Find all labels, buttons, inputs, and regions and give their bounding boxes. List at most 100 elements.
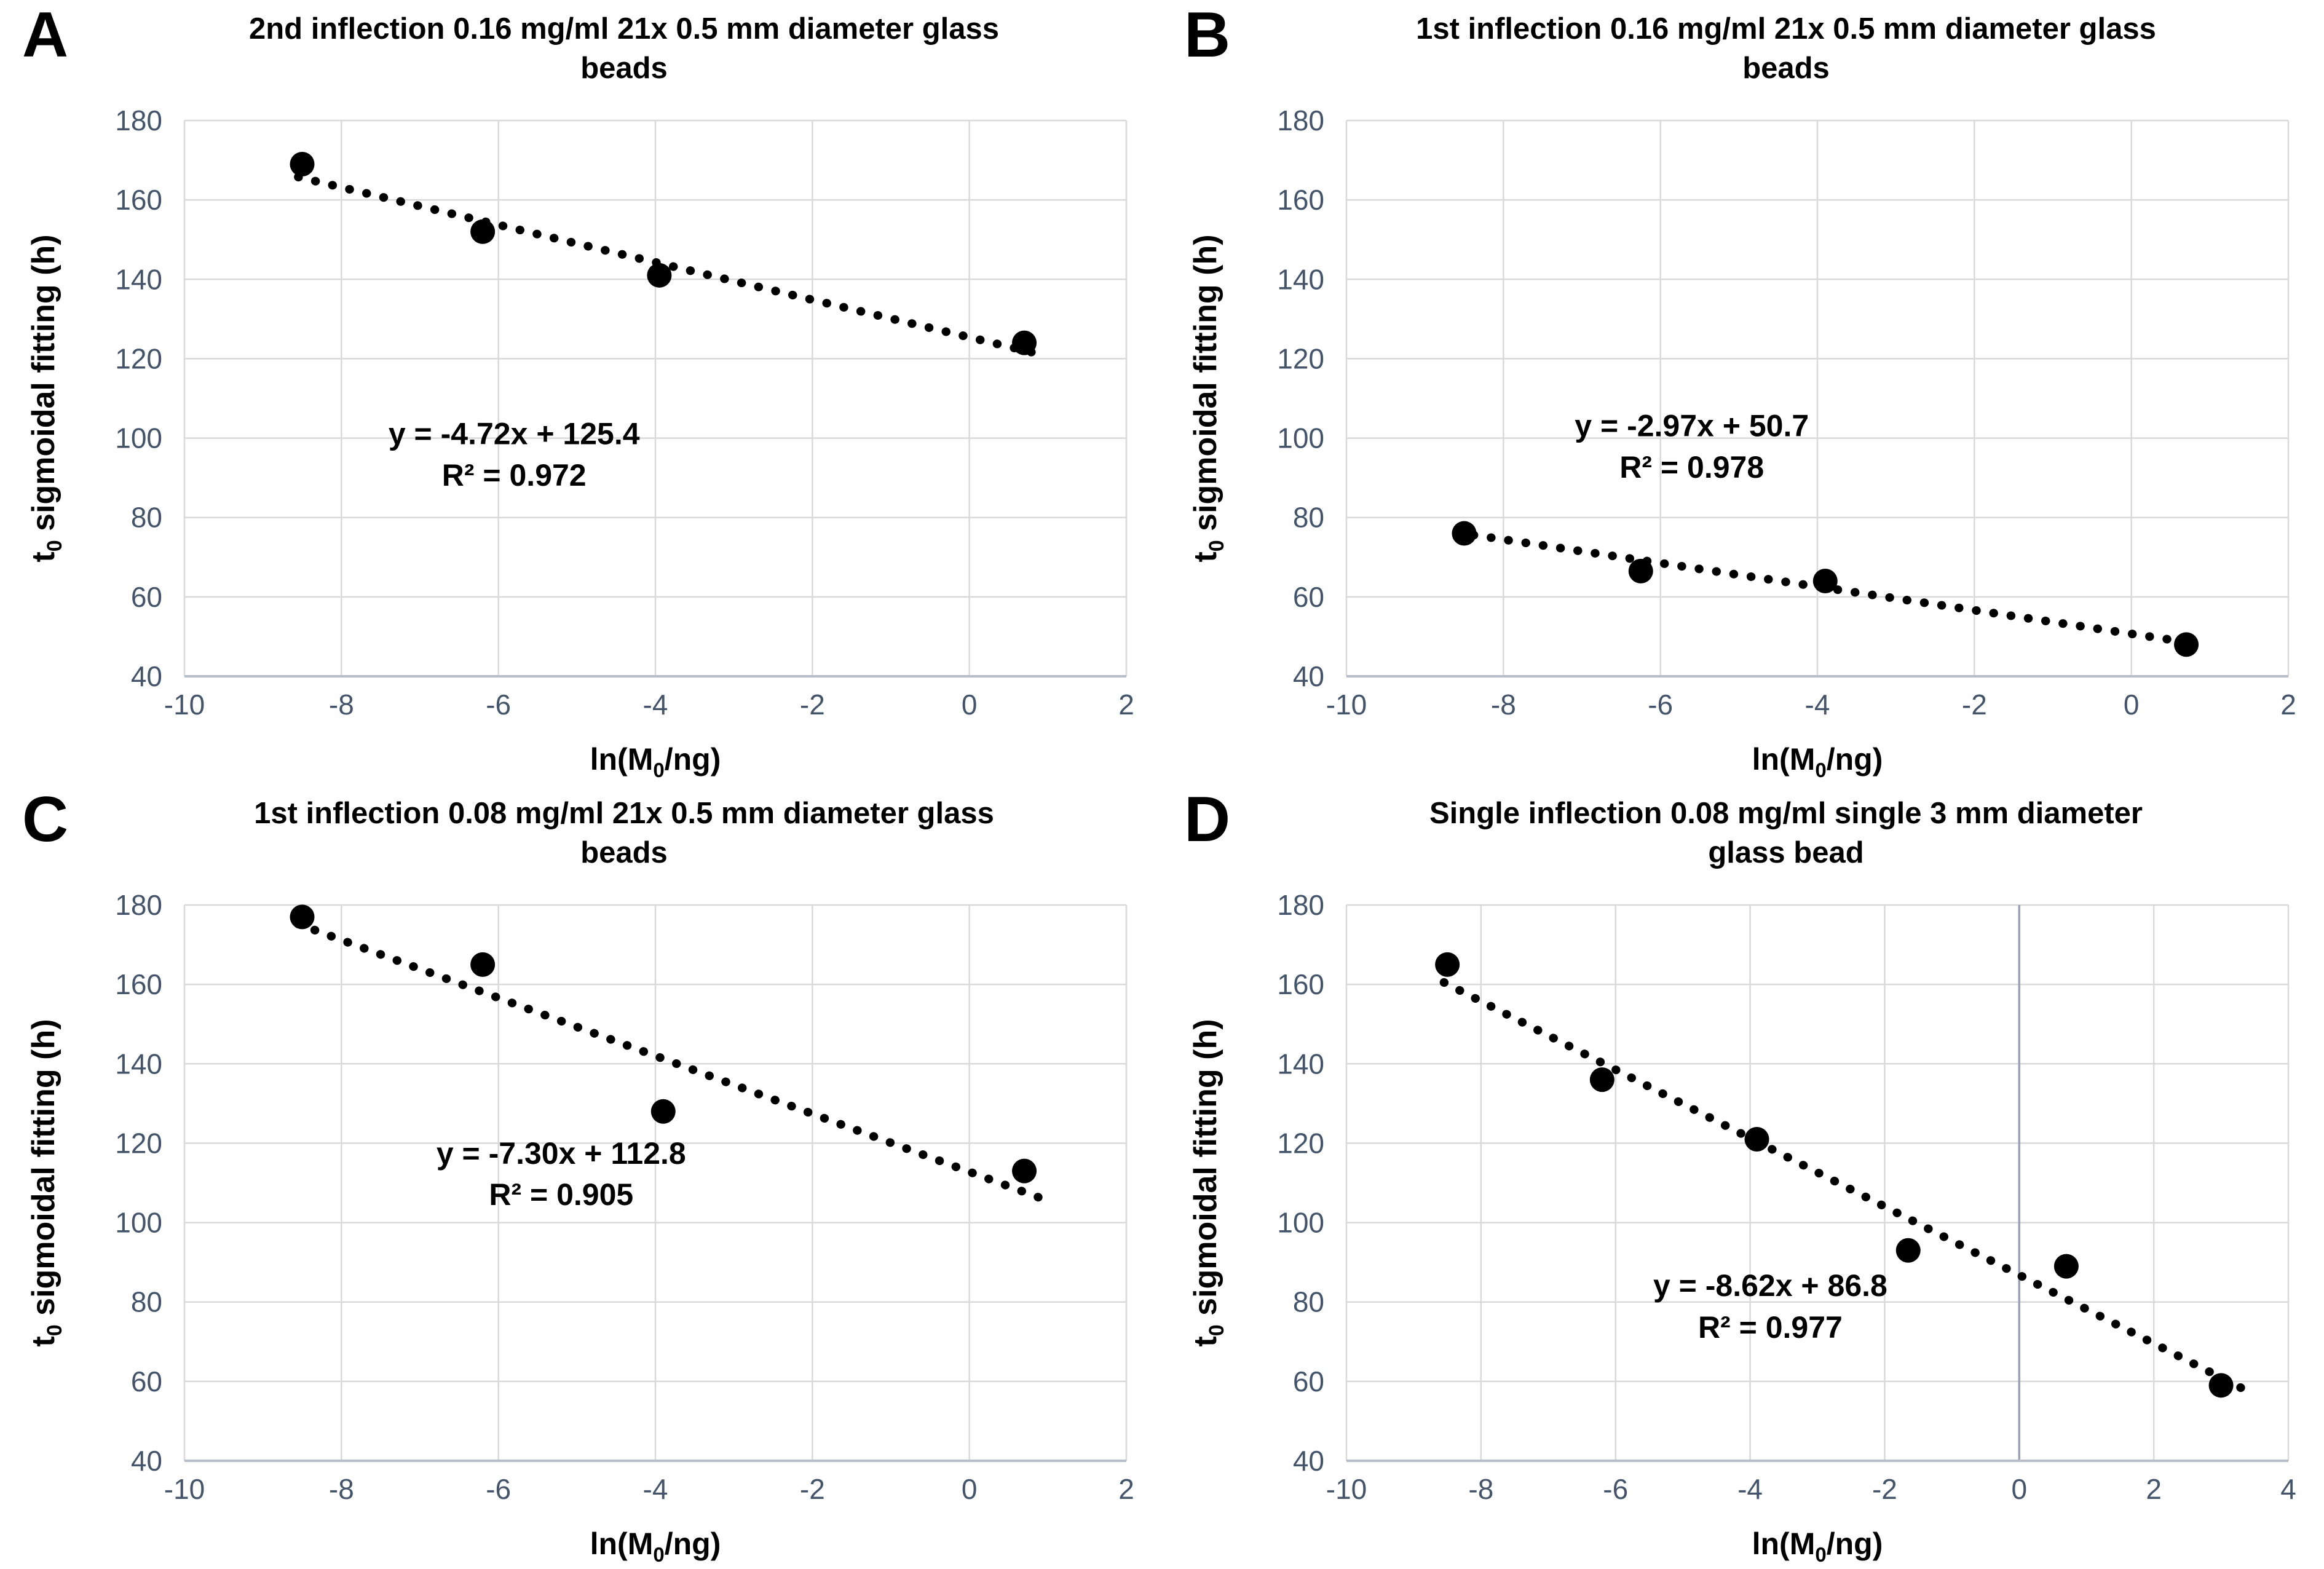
y-tick-label: 120 [1277,1127,1324,1159]
y-tick-label: 80 [1293,502,1324,534]
y-tick-label: 140 [1277,263,1324,295]
chart-title-line: 2nd inflection 0.16 mg/ml 21x 0.5 mm dia… [248,12,1000,45]
x-axis-title: ln(M0/ng) [590,742,721,781]
x-tick-label: -10 [1326,689,1367,721]
y-tick-label: 40 [1293,660,1324,692]
data-point [1452,521,1477,546]
x-tick-label: -8 [329,1473,354,1505]
panel-label-d: D [1184,784,1231,855]
x-tick-label: 0 [2011,1473,2027,1505]
chart-title-a: 2nd inflection 0.16 mg/ml 21x 0.5 mm dia… [105,10,1144,88]
y-tick-label: 60 [1293,581,1324,613]
scatter-chart-c: 40 60 80 100 120 140 160 180 -10 -8 -6 -4 -2 0 2 y = -7… [26,889,1134,1566]
x-tick-label: 2 [2146,1473,2162,1505]
panel-c: C 1st inflection 0.08 mg/ml 21x 0.5 mm d… [0,784,1162,1569]
scatter-chart-a: 40 60 80 100 120 140 160 180 -10 -8 -6 -4 -2 0 2 y = -4… [26,105,1134,781]
x-tick-label: -10 [164,1473,205,1505]
panel-a: A 2nd inflection 0.16 mg/ml 21x 0.5 mm d… [0,0,1162,784]
y-tick-label: 140 [1277,1048,1324,1080]
x-tick-label: -4 [643,689,668,721]
data-point [290,904,315,930]
y-tick-label: 80 [1293,1286,1324,1318]
trendline [294,172,1041,358]
data-point [1012,330,1037,355]
x-axis-title: ln(M0/ng) [1752,742,1883,781]
data-point [1012,1158,1037,1184]
y-tick-label: 40 [131,1445,162,1477]
y-tick-label: 180 [115,105,162,136]
data-point [2208,1373,2234,1398]
trendline [1439,978,2246,1393]
chart-title-line: beads [1742,51,1830,85]
x-axis-title: ln(M0/ng) [590,1527,721,1566]
data-point [1628,558,1653,583]
x-tick-label: -2 [800,1473,825,1505]
x-tick-label: -4 [1805,689,1830,721]
data-point [470,219,496,244]
y-tick-label: 100 [1277,1207,1324,1239]
y-tick-label: 120 [115,1127,162,1159]
chart-title-line: Single inflection 0.08 mg/ml single 3 mm… [1429,797,2143,830]
y-tick-label: 120 [1277,342,1324,374]
y-axis-title: t0 sigmoidal fitting (h) [1188,1019,1228,1346]
panel-label-c: C [22,784,69,855]
x-tick-label: 2 [1118,689,1134,721]
chart-title-b: 1st inflection 0.16 mg/ml 21x 0.5 mm dia… [1267,10,2306,88]
x-tick-label: 0 [962,689,978,721]
y-tick-label: 80 [131,1286,162,1318]
equation-label: y = -8.62x + 86.8 [1653,1268,1887,1303]
data-point [1744,1126,1769,1152]
data-point [647,263,672,288]
y-tick-label: 160 [1277,968,1324,1000]
scatter-chart-b: 40 60 80 100 120 140 160 180 -10 -8 -6 -4 -2 0 2 y = -2… [1188,105,2296,781]
x-tick-label: -10 [164,689,205,721]
r-squared-label: R² = 0.978 [1619,450,1764,484]
chart-title-line: 1st inflection 0.16 mg/ml 21x 0.5 mm dia… [1416,12,2156,45]
data-point [2174,632,2199,657]
x-tick-label: -6 [1603,1473,1628,1505]
data-point [1895,1238,1921,1263]
data-point [1435,952,1460,977]
x-tick-label: -8 [1468,1473,1493,1505]
x-tick-label: -6 [486,1473,511,1505]
chart-title-line: beads [580,836,668,869]
y-tick-label: 160 [115,968,162,1000]
x-tick-label: -2 [800,689,825,721]
y-tick-label: 140 [115,1048,162,1080]
x-tick-label: -4 [1737,1473,1763,1505]
data-point [2053,1254,2079,1279]
y-tick-label: 120 [115,342,162,374]
y-tick-label: 180 [1277,105,1324,136]
y-tick-label: 180 [115,889,162,921]
r-squared-label: R² = 0.905 [489,1177,633,1212]
x-tick-label: -2 [1872,1473,1897,1505]
trendline [294,919,1048,1204]
data-point [470,952,496,977]
y-tick-label: 160 [115,184,162,216]
panel-label-b: B [1184,0,1231,71]
y-tick-label: 100 [115,422,162,454]
data-point [1589,1067,1615,1093]
data-point [1812,569,1838,594]
equation-label: y = -2.97x + 50.7 [1575,408,1809,443]
panel-b: B 1st inflection 0.16 mg/ml 21x 0.5 mm d… [1162,0,2324,784]
x-tick-label: -6 [486,689,511,721]
chart-title-line: glass bead [1708,836,1864,869]
y-tick-label: 60 [131,1365,162,1397]
equation-label: y = -4.72x + 125.4 [389,416,640,451]
data-point [290,152,315,177]
y-tick-label: 160 [1277,184,1324,216]
r-squared-label: R² = 0.972 [442,458,587,492]
x-tick-label: 0 [962,1473,978,1505]
chart-title-d: Single inflection 0.08 mg/ml single 3 mm… [1267,794,2306,872]
y-tick-label: 140 [115,263,162,295]
x-tick-label: 0 [2124,689,2140,721]
y-axis-title: t0 sigmoidal fitting (h) [26,234,66,562]
panel-label-a: A [22,0,69,71]
y-tick-label: 100 [115,1207,162,1239]
trendline [1452,528,2203,649]
x-tick-label: -8 [1491,689,1516,721]
scatter-chart-d: 40 60 80 100 120 140 160 180 -10 -8 -6 -4 -2 0 2 4 y = -… [1188,889,2296,1566]
y-tick-label: 60 [1293,1365,1324,1397]
